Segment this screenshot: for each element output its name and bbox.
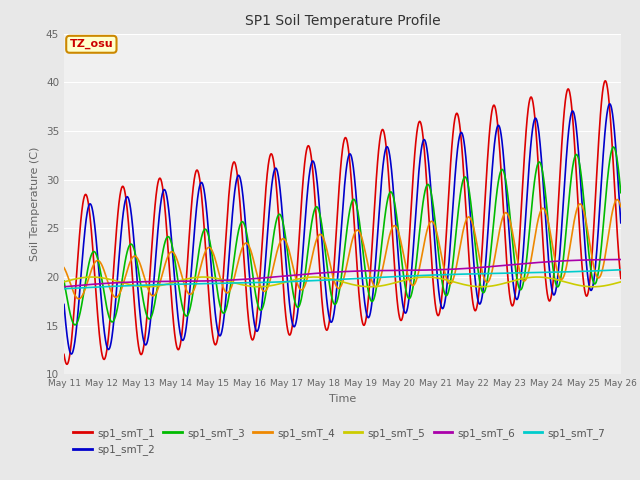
Title: SP1 Soil Temperature Profile: SP1 Soil Temperature Profile	[244, 14, 440, 28]
Legend: sp1_smT_1, sp1_smT_2, sp1_smT_3, sp1_smT_4, sp1_smT_5, sp1_smT_6, sp1_smT_7: sp1_smT_1, sp1_smT_2, sp1_smT_3, sp1_smT…	[69, 424, 609, 459]
Y-axis label: Soil Temperature (C): Soil Temperature (C)	[30, 147, 40, 261]
X-axis label: Time: Time	[329, 394, 356, 404]
Text: TZ_osu: TZ_osu	[70, 39, 113, 49]
